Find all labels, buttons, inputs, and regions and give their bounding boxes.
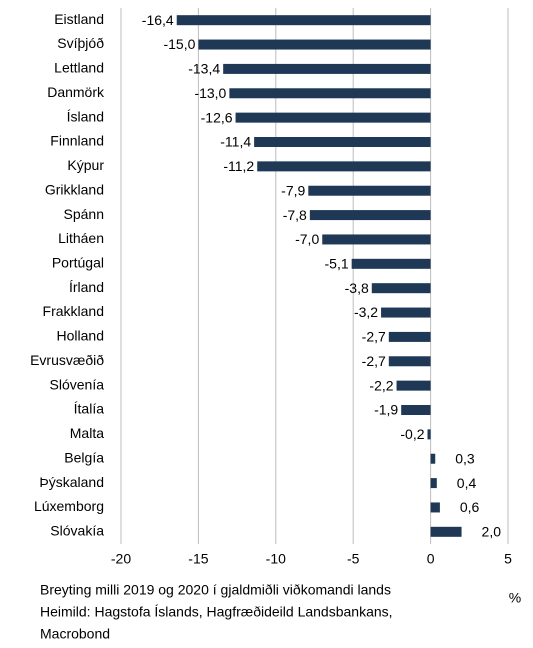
bar — [229, 88, 431, 99]
bar — [430, 453, 436, 464]
y-tick-label: Eistland — [54, 11, 104, 27]
value-label: -3,2 — [354, 304, 378, 320]
y-tick-label: Belgía — [64, 449, 104, 465]
value-label: -13,0 — [194, 85, 226, 101]
value-label: -7,8 — [283, 207, 307, 223]
bar — [257, 161, 431, 172]
bar — [308, 185, 431, 196]
value-label: -0,2 — [400, 426, 424, 442]
y-tick-label: Ísland — [67, 108, 104, 124]
x-tick-label: -10 — [266, 551, 286, 567]
note: Breyting milli 2019 og 2020 í gjaldmiðli… — [40, 582, 391, 598]
bar — [388, 356, 431, 367]
bar — [430, 502, 440, 513]
value-label: -5,1 — [325, 256, 349, 272]
y-tick-label: Þýskaland — [39, 474, 104, 490]
bar — [223, 63, 431, 74]
value-label: 2,0 — [482, 524, 502, 540]
bar — [388, 331, 431, 342]
y-tick-label: Slóvakía — [50, 523, 104, 539]
bar — [351, 258, 431, 269]
value-label: -2,2 — [369, 377, 393, 393]
value-label: -2,7 — [362, 353, 386, 369]
y-tick-label: Kýpur — [67, 157, 104, 173]
value-label: -1,9 — [374, 402, 398, 418]
x-tick-label: -5 — [347, 551, 360, 567]
value-label: 0,4 — [457, 475, 477, 491]
bar — [427, 429, 431, 440]
x-tick-label: 5 — [504, 551, 512, 567]
y-tick-label: Evrusvæðið — [30, 352, 104, 368]
y-tick-label: Danmörk — [47, 84, 105, 100]
y-tick-label: Lúxemborg — [34, 498, 104, 514]
y-tick-label: Malta — [70, 425, 104, 441]
y-tick-label: Lettland — [54, 60, 104, 76]
value-label: -13,4 — [188, 61, 220, 77]
value-label: -7,9 — [281, 182, 305, 198]
value-label: -11,4 — [220, 134, 251, 150]
bar — [401, 405, 431, 415]
y-tick-label: Ítalía — [74, 401, 105, 417]
value-label: -16,4 — [142, 12, 174, 28]
value-label: -3,8 — [345, 280, 369, 296]
y-tick-label: Frakkland — [43, 303, 104, 319]
value-label: 0,6 — [460, 499, 480, 515]
y-tick-label: Spánn — [64, 206, 104, 222]
bar — [396, 380, 431, 391]
bar — [198, 39, 431, 50]
y-tick-label: Holland — [57, 328, 104, 344]
bar — [235, 112, 431, 123]
value-label: -2,7 — [362, 329, 386, 345]
bar — [381, 307, 431, 318]
y-tick-label: Finnland — [50, 133, 104, 149]
y-tick-label: Slóvenía — [50, 376, 105, 392]
bar — [254, 137, 431, 147]
bar — [371, 283, 431, 294]
bar — [430, 526, 462, 537]
value-label: -12,6 — [201, 109, 233, 125]
y-tick-label: Svíþjóð — [57, 35, 104, 51]
note: Macrobond — [40, 626, 110, 642]
value-label: -15,0 — [163, 36, 195, 52]
y-tick-label: Litháen — [58, 230, 104, 246]
bar — [309, 210, 431, 221]
x-tick-label: -20 — [111, 551, 131, 567]
x-axis-label: % — [509, 590, 521, 606]
x-tick-label: 0 — [427, 551, 435, 567]
y-tick-label: Írland — [69, 279, 104, 295]
y-tick-label: Portúgal — [52, 255, 104, 271]
bar — [322, 234, 431, 245]
value-label: -11,2 — [223, 158, 254, 174]
note: Heimild: Hagstofa Íslands, Hagfræðideild… — [40, 604, 393, 620]
value-label: 0,3 — [455, 450, 475, 466]
value-label: -7,0 — [295, 231, 319, 247]
bar — [430, 478, 437, 489]
bar — [176, 15, 431, 26]
y-tick-label: Grikkland — [45, 181, 104, 197]
x-tick-label: -15 — [188, 551, 208, 567]
